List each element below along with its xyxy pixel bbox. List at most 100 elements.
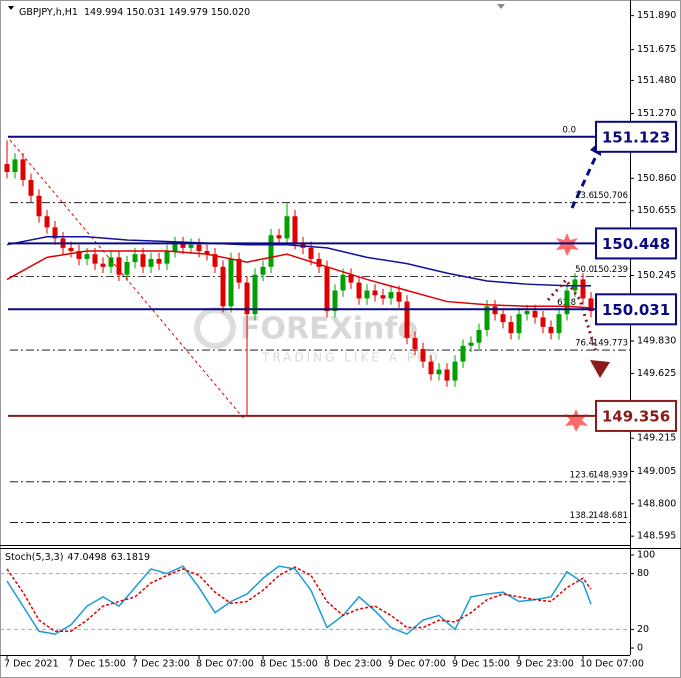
stoch-main: 47.0498 bbox=[67, 552, 106, 563]
fib-price-label: 148.681 bbox=[593, 511, 628, 521]
candle-body bbox=[484, 306, 490, 330]
level-price: 150.448 bbox=[602, 235, 670, 253]
candle-body bbox=[196, 244, 202, 252]
stoch-header: Stoch(5,3,3) 47.0498 63.1819 bbox=[5, 552, 150, 563]
y-tick-label: 20 bbox=[637, 624, 649, 635]
y-tick-label: 151.270 bbox=[637, 108, 676, 119]
candle-body bbox=[92, 254, 98, 264]
x-tick-label: 8 Dec 23:00 bbox=[324, 659, 382, 670]
burst-icon bbox=[556, 233, 579, 256]
candle-body bbox=[316, 258, 322, 267]
candle-body bbox=[428, 361, 434, 375]
candle-body bbox=[396, 292, 402, 302]
candle-body bbox=[476, 330, 482, 343]
quote: 149.994 150.031 149.979 150.020 bbox=[84, 7, 250, 18]
indicator-line bbox=[6, 250, 592, 309]
candle-body bbox=[468, 342, 474, 346]
x-tick-label: 7 Dec 2021 bbox=[4, 659, 59, 670]
fib-level-label: 138.2 bbox=[570, 511, 594, 521]
candle-body bbox=[260, 266, 266, 275]
candle-body bbox=[508, 322, 514, 334]
candle-body bbox=[164, 251, 170, 264]
level-box bbox=[595, 120, 677, 153]
chart-header: GBPJPY,h,H1 149.994 150.031 149.979 150.0… bbox=[19, 7, 250, 18]
fib-price-label: 150.706 bbox=[593, 191, 628, 201]
y-tick-label: 149.625 bbox=[637, 368, 676, 379]
level-price: 150.031 bbox=[602, 301, 670, 319]
scroll-icon bbox=[497, 4, 505, 9]
symbol: GBPJPY,h,H1 bbox=[19, 7, 78, 18]
candle-body bbox=[140, 254, 146, 267]
candle-body bbox=[412, 337, 418, 349]
level-price: 151.123 bbox=[602, 128, 670, 146]
stoch-title: Stoch(5,3,3) bbox=[5, 552, 63, 563]
candle-body bbox=[52, 227, 58, 239]
level-box bbox=[595, 399, 677, 432]
y-tick-label: 150.655 bbox=[637, 205, 676, 216]
arrow-head bbox=[590, 360, 610, 378]
menu-icon bbox=[8, 6, 14, 10]
candle-body bbox=[236, 258, 242, 283]
candle-body bbox=[556, 314, 562, 334]
candle-body bbox=[12, 159, 18, 173]
candle-body bbox=[292, 216, 298, 244]
indicator-line bbox=[6, 565, 592, 635]
candle-body bbox=[444, 369, 450, 381]
candle-body bbox=[252, 274, 258, 315]
candle-body bbox=[172, 243, 178, 252]
candle-body bbox=[268, 235, 274, 267]
candle-body bbox=[572, 279, 578, 291]
y-tick-label: 150.860 bbox=[637, 173, 676, 184]
candle-body bbox=[564, 290, 570, 315]
fib-anchor-line bbox=[9, 139, 246, 421]
candle-body bbox=[132, 254, 138, 263]
forecast-down-arrow bbox=[546, 277, 598, 353]
y-tick-label: 149.215 bbox=[637, 433, 676, 444]
y-tick-label: 149.005 bbox=[637, 466, 676, 477]
candle-body bbox=[220, 266, 226, 307]
indicator-line bbox=[6, 566, 592, 633]
level-box bbox=[595, 293, 677, 326]
candle-body bbox=[284, 216, 290, 239]
candle-body bbox=[460, 345, 466, 362]
candle-body bbox=[36, 195, 42, 217]
watermark-tagline: TRADING LIKE A PRO bbox=[261, 351, 441, 365]
candle-body bbox=[204, 251, 210, 255]
candle-body bbox=[452, 361, 458, 381]
y-tick-label: 0 bbox=[637, 643, 643, 654]
candle-body bbox=[332, 290, 338, 312]
watermark-brand: FOREXinfo bbox=[240, 312, 418, 347]
x-tick-label: 10 Dec 07:00 bbox=[580, 659, 644, 670]
candle-body bbox=[244, 282, 250, 315]
candle-body bbox=[76, 251, 82, 259]
y-tick-label: 100 bbox=[637, 549, 655, 560]
x-tick-label: 8 Dec 07:00 bbox=[196, 659, 254, 670]
candle-body bbox=[324, 266, 330, 312]
candle-body bbox=[84, 254, 90, 259]
y-tick-label: 148.800 bbox=[637, 498, 676, 509]
candle-body bbox=[308, 247, 314, 259]
burst-icon bbox=[565, 409, 588, 432]
y-tick-label: 149.830 bbox=[637, 336, 676, 347]
candle-body bbox=[436, 369, 442, 375]
candle-body bbox=[148, 258, 154, 267]
y-tick-label: 151.480 bbox=[637, 75, 676, 86]
y-tick-label: 148.595 bbox=[637, 531, 676, 542]
candle-body bbox=[108, 257, 114, 267]
x-tick-label: 7 Dec 23:00 bbox=[132, 659, 190, 670]
fib-level-label: 50.0 bbox=[575, 265, 594, 275]
fib-level-label: 0.0 bbox=[562, 125, 576, 135]
watermark: FOREXinfo TRADING LIKE A PRO bbox=[194, 307, 441, 365]
candle-body bbox=[228, 258, 234, 307]
candle-body bbox=[364, 290, 370, 299]
candle-body bbox=[524, 311, 530, 315]
candle-body bbox=[156, 258, 162, 264]
candle-body bbox=[540, 317, 546, 327]
candle-body bbox=[380, 295, 386, 299]
candle-body bbox=[372, 290, 378, 296]
y-tick-label: 150.245 bbox=[637, 270, 676, 281]
candle-body bbox=[28, 179, 34, 196]
candle-body bbox=[356, 282, 362, 299]
